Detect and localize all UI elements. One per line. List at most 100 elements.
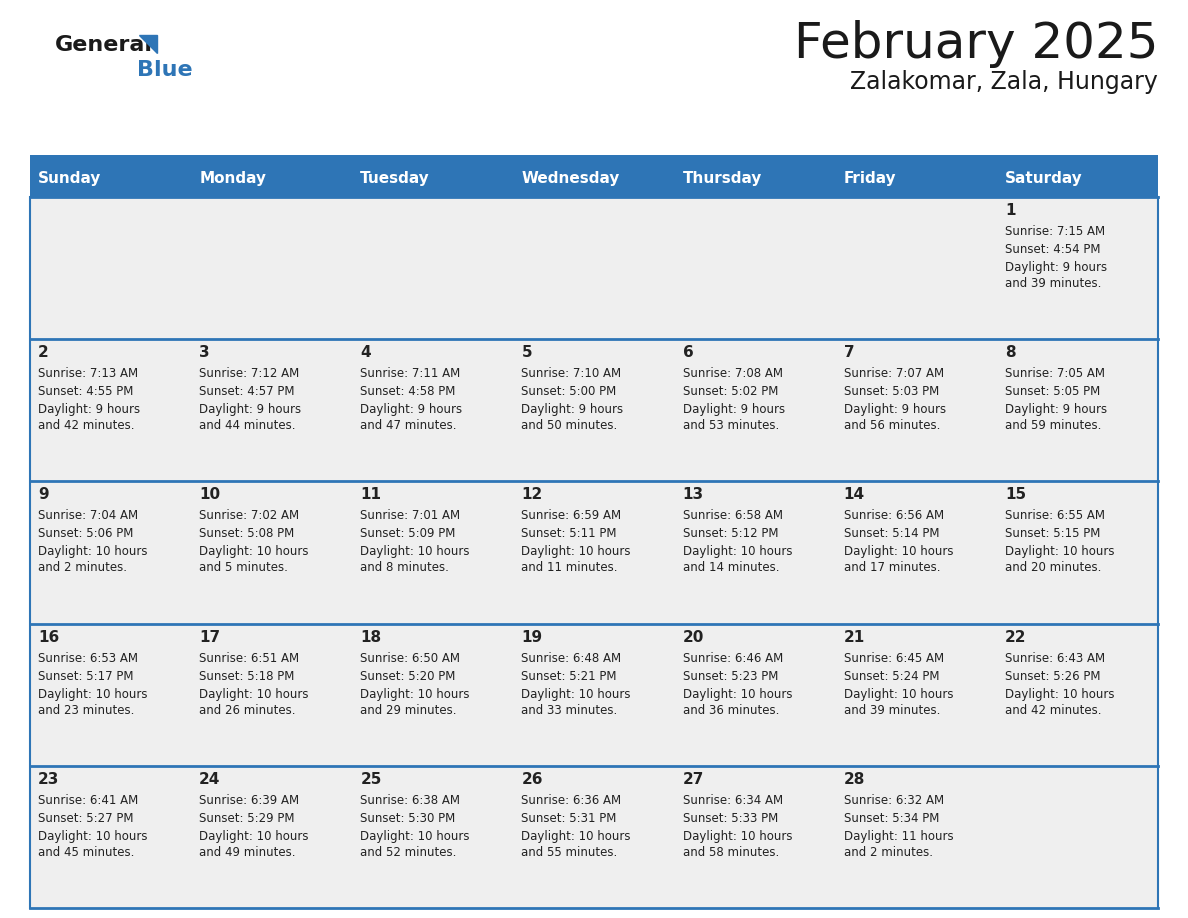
Text: Sunset: 5:30 PM: Sunset: 5:30 PM [360,812,455,824]
Text: and 58 minutes.: and 58 minutes. [683,845,779,859]
Text: Sunset: 5:18 PM: Sunset: 5:18 PM [200,669,295,683]
Text: and 14 minutes.: and 14 minutes. [683,562,779,575]
Text: and 44 minutes.: and 44 minutes. [200,420,296,432]
Text: Daylight: 10 hours: Daylight: 10 hours [360,545,469,558]
Text: Daylight: 9 hours: Daylight: 9 hours [1005,261,1107,274]
Text: Sunrise: 6:53 AM: Sunrise: 6:53 AM [38,652,138,665]
Text: and 42 minutes.: and 42 minutes. [1005,703,1101,717]
Text: 13: 13 [683,487,703,502]
Text: and 20 minutes.: and 20 minutes. [1005,562,1101,575]
Text: Sunset: 5:29 PM: Sunset: 5:29 PM [200,812,295,824]
Text: 15: 15 [1005,487,1026,502]
Text: Sunset: 5:08 PM: Sunset: 5:08 PM [200,528,295,541]
Text: Sunset: 5:12 PM: Sunset: 5:12 PM [683,528,778,541]
Text: Sunset: 5:17 PM: Sunset: 5:17 PM [38,669,133,683]
Text: Sunrise: 6:36 AM: Sunrise: 6:36 AM [522,794,621,807]
Text: 27: 27 [683,772,704,787]
Text: Sunrise: 6:50 AM: Sunrise: 6:50 AM [360,652,460,665]
Bar [30,155,1158,159]
Text: and 2 minutes.: and 2 minutes. [38,562,127,575]
Text: 14: 14 [843,487,865,502]
Text: Sunset: 5:02 PM: Sunset: 5:02 PM [683,386,778,398]
Text: Wednesday: Wednesday [522,171,620,185]
Text: February 2025: February 2025 [794,20,1158,68]
Text: Sunrise: 7:15 AM: Sunrise: 7:15 AM [1005,225,1105,238]
Text: Saturday: Saturday [1005,171,1082,185]
Text: Daylight: 9 hours: Daylight: 9 hours [522,403,624,416]
Text: Daylight: 10 hours: Daylight: 10 hours [843,688,953,700]
Text: Daylight: 11 hours: Daylight: 11 hours [843,830,953,843]
Text: Sunset: 5:23 PM: Sunset: 5:23 PM [683,669,778,683]
Text: 7: 7 [843,345,854,360]
Text: Sunset: 5:15 PM: Sunset: 5:15 PM [1005,528,1100,541]
Text: Sunrise: 6:56 AM: Sunrise: 6:56 AM [843,509,943,522]
Text: Daylight: 10 hours: Daylight: 10 hours [683,545,792,558]
Text: Sunrise: 7:05 AM: Sunrise: 7:05 AM [1005,367,1105,380]
Text: 24: 24 [200,772,221,787]
Text: and 17 minutes.: and 17 minutes. [843,562,940,575]
Text: 12: 12 [522,487,543,502]
Bar [30,339,1158,481]
Text: 16: 16 [38,630,59,644]
Text: Sunset: 5:14 PM: Sunset: 5:14 PM [843,528,940,541]
Text: Sunrise: 6:32 AM: Sunrise: 6:32 AM [843,794,943,807]
Text: Sunset: 5:11 PM: Sunset: 5:11 PM [522,528,617,541]
Text: Sunrise: 6:34 AM: Sunrise: 6:34 AM [683,794,783,807]
Text: 23: 23 [38,772,59,787]
Text: Sunrise: 7:02 AM: Sunrise: 7:02 AM [200,509,299,522]
Text: 1: 1 [1005,203,1016,218]
Text: 22: 22 [1005,630,1026,644]
Text: Sunset: 4:58 PM: Sunset: 4:58 PM [360,386,456,398]
Text: and 8 minutes.: and 8 minutes. [360,562,449,575]
Text: Sunset: 5:21 PM: Sunset: 5:21 PM [522,669,617,683]
Text: Daylight: 10 hours: Daylight: 10 hours [1005,688,1114,700]
Text: Daylight: 10 hours: Daylight: 10 hours [1005,545,1114,558]
Text: Sunrise: 7:13 AM: Sunrise: 7:13 AM [38,367,138,380]
Text: and 42 minutes.: and 42 minutes. [38,420,134,432]
Text: Daylight: 10 hours: Daylight: 10 hours [200,688,309,700]
Text: Daylight: 10 hours: Daylight: 10 hours [522,688,631,700]
Text: 6: 6 [683,345,694,360]
Text: Daylight: 10 hours: Daylight: 10 hours [200,545,309,558]
Polygon shape [139,35,157,53]
Text: Daylight: 10 hours: Daylight: 10 hours [683,830,792,843]
Text: Friday: Friday [843,171,896,185]
Text: Sunset: 5:33 PM: Sunset: 5:33 PM [683,812,778,824]
Text: Sunrise: 7:01 AM: Sunrise: 7:01 AM [360,509,461,522]
Text: and 55 minutes.: and 55 minutes. [522,845,618,859]
Text: 2: 2 [38,345,49,360]
Text: Sunset: 5:06 PM: Sunset: 5:06 PM [38,528,133,541]
Text: and 59 minutes.: and 59 minutes. [1005,420,1101,432]
Text: Sunrise: 6:45 AM: Sunrise: 6:45 AM [843,652,943,665]
Text: Sunrise: 6:43 AM: Sunrise: 6:43 AM [1005,652,1105,665]
Text: Sunset: 4:55 PM: Sunset: 4:55 PM [38,386,133,398]
Bar [30,623,1158,766]
Text: 28: 28 [843,772,865,787]
Bar [30,481,1158,623]
Text: and 49 minutes.: and 49 minutes. [200,845,296,859]
Text: Daylight: 10 hours: Daylight: 10 hours [200,830,309,843]
Text: Sunrise: 6:41 AM: Sunrise: 6:41 AM [38,794,138,807]
Text: 21: 21 [843,630,865,644]
Text: Daylight: 9 hours: Daylight: 9 hours [360,403,462,416]
Text: General: General [55,35,153,55]
Text: Tuesday: Tuesday [360,171,430,185]
Text: Sunset: 5:09 PM: Sunset: 5:09 PM [360,528,456,541]
Text: Sunset: 4:54 PM: Sunset: 4:54 PM [1005,243,1100,256]
Text: Daylight: 10 hours: Daylight: 10 hours [522,545,631,558]
Text: Daylight: 10 hours: Daylight: 10 hours [38,545,147,558]
Text: 19: 19 [522,630,543,644]
Text: Sunset: 5:34 PM: Sunset: 5:34 PM [843,812,939,824]
Text: Monday: Monday [200,171,266,185]
Text: and 53 minutes.: and 53 minutes. [683,420,779,432]
Text: and 26 minutes.: and 26 minutes. [200,703,296,717]
Text: Sunrise: 6:46 AM: Sunrise: 6:46 AM [683,652,783,665]
Text: 4: 4 [360,345,371,360]
Text: Daylight: 10 hours: Daylight: 10 hours [38,688,147,700]
Text: and 52 minutes.: and 52 minutes. [360,845,456,859]
Text: 10: 10 [200,487,220,502]
Text: Sunset: 4:57 PM: Sunset: 4:57 PM [200,386,295,398]
Text: Daylight: 10 hours: Daylight: 10 hours [522,830,631,843]
Text: and 33 minutes.: and 33 minutes. [522,703,618,717]
Text: 11: 11 [360,487,381,502]
